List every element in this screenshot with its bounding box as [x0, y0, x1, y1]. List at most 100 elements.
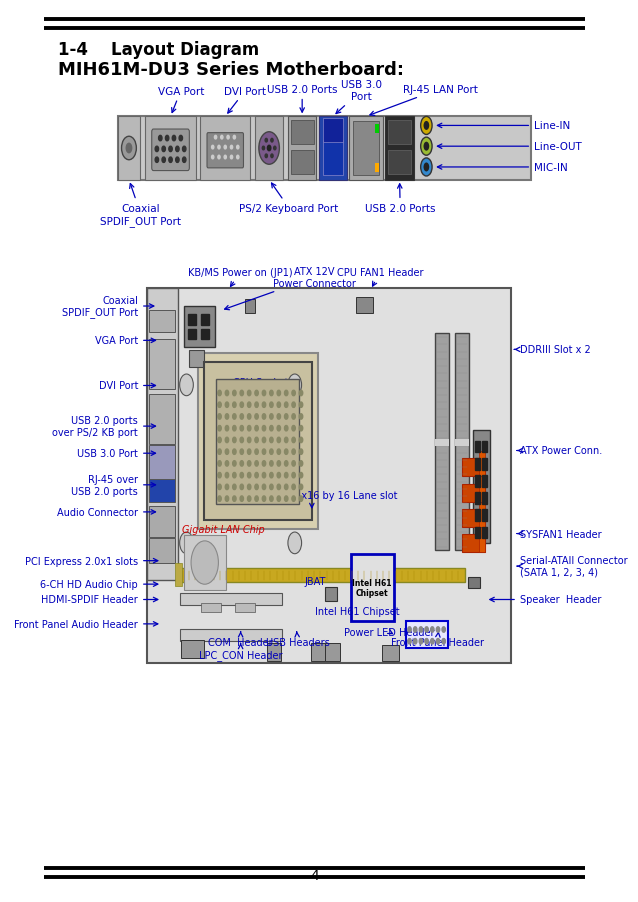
Bar — [482, 527, 487, 538]
Bar — [311, 643, 325, 661]
Circle shape — [419, 639, 422, 644]
Bar — [216, 379, 299, 504]
Bar — [479, 502, 485, 528]
Bar — [462, 484, 485, 502]
Circle shape — [299, 473, 303, 478]
Bar — [482, 492, 487, 504]
Circle shape — [162, 158, 165, 163]
Circle shape — [277, 461, 281, 466]
Text: PCI Express 2.0x1 slots: PCI Express 2.0x1 slots — [25, 556, 158, 566]
Circle shape — [122, 137, 137, 161]
Circle shape — [277, 414, 281, 419]
Circle shape — [248, 437, 251, 443]
Circle shape — [265, 155, 267, 159]
Bar — [382, 645, 399, 661]
Bar — [235, 603, 255, 612]
Bar — [180, 594, 282, 605]
Circle shape — [234, 136, 235, 140]
Circle shape — [240, 449, 244, 455]
Circle shape — [255, 484, 258, 490]
Circle shape — [255, 391, 258, 396]
Text: SYSFAN1 Header: SYSFAN1 Header — [517, 529, 602, 539]
Circle shape — [255, 449, 258, 455]
Circle shape — [285, 437, 288, 443]
Bar — [245, 299, 255, 314]
Circle shape — [218, 449, 221, 455]
Text: DDRIII Slot x 2: DDRIII Slot x 2 — [514, 345, 591, 355]
Circle shape — [420, 138, 432, 156]
Bar — [353, 122, 379, 176]
Text: PCI Express2.0 x16 by 16 Lane slot: PCI Express2.0 x16 by 16 Lane slot — [226, 491, 397, 508]
Circle shape — [155, 158, 159, 163]
Circle shape — [255, 402, 258, 408]
Text: Coaxial
SPDIF_OUT Port: Coaxial SPDIF_OUT Port — [62, 296, 154, 318]
Bar — [147, 289, 511, 663]
Circle shape — [288, 532, 302, 554]
Circle shape — [248, 496, 251, 502]
Circle shape — [277, 473, 281, 478]
Circle shape — [218, 484, 221, 490]
Circle shape — [292, 437, 295, 443]
Text: 1-4    Layout Diagram: 1-4 Layout Diagram — [58, 41, 260, 59]
Bar — [325, 643, 339, 661]
Bar — [475, 475, 480, 487]
Circle shape — [436, 627, 440, 632]
Circle shape — [270, 437, 273, 443]
Circle shape — [413, 639, 417, 644]
Circle shape — [285, 461, 288, 466]
Bar — [201, 315, 209, 326]
Circle shape — [270, 484, 273, 490]
Circle shape — [225, 391, 228, 396]
Circle shape — [431, 639, 434, 644]
Bar — [181, 640, 204, 658]
Circle shape — [442, 627, 445, 632]
Circle shape — [225, 461, 228, 466]
Circle shape — [285, 496, 288, 502]
Circle shape — [165, 136, 169, 142]
Circle shape — [270, 496, 273, 502]
Circle shape — [270, 449, 273, 455]
Bar — [462, 510, 485, 528]
Text: Front Panel Audio Header: Front Panel Audio Header — [14, 619, 158, 630]
Circle shape — [240, 437, 244, 443]
Circle shape — [237, 156, 239, 160]
Circle shape — [182, 147, 186, 152]
Circle shape — [233, 461, 236, 466]
Bar — [291, 151, 313, 175]
Text: RJ-45 over
USB 2.0 ports: RJ-45 over USB 2.0 ports — [71, 474, 156, 496]
FancyBboxPatch shape — [152, 130, 189, 171]
Text: USB 3.0 Port: USB 3.0 Port — [77, 448, 156, 459]
Circle shape — [299, 437, 303, 443]
Text: Intel H61 Chipset: Intel H61 Chipset — [315, 606, 400, 616]
Text: USB 2.0 ports
over PS/2 KB port: USB 2.0 ports over PS/2 KB port — [52, 416, 156, 437]
Circle shape — [159, 136, 162, 142]
Bar — [149, 506, 175, 538]
Circle shape — [240, 391, 244, 396]
Text: MIC-IN: MIC-IN — [438, 162, 568, 173]
Bar — [482, 475, 487, 487]
Circle shape — [420, 159, 432, 177]
Bar — [189, 351, 204, 367]
Bar — [325, 588, 337, 602]
Circle shape — [218, 391, 221, 396]
Circle shape — [425, 639, 428, 644]
Circle shape — [271, 139, 273, 143]
Circle shape — [225, 437, 228, 443]
Circle shape — [218, 402, 221, 408]
Circle shape — [419, 627, 422, 632]
Bar — [475, 510, 480, 521]
Circle shape — [262, 473, 265, 478]
Circle shape — [240, 426, 244, 431]
Circle shape — [265, 139, 267, 143]
Bar — [385, 117, 414, 180]
Text: USB 2.0 Ports: USB 2.0 Ports — [365, 185, 435, 214]
Bar — [291, 121, 313, 145]
Circle shape — [233, 426, 236, 431]
Circle shape — [218, 473, 221, 478]
Circle shape — [218, 437, 221, 443]
Bar — [149, 394, 175, 444]
Text: ATX 12V
Power Connector: ATX 12V Power Connector — [225, 267, 356, 310]
Text: USB Headers: USB Headers — [266, 632, 329, 648]
Bar — [145, 117, 196, 180]
Bar — [267, 643, 281, 661]
